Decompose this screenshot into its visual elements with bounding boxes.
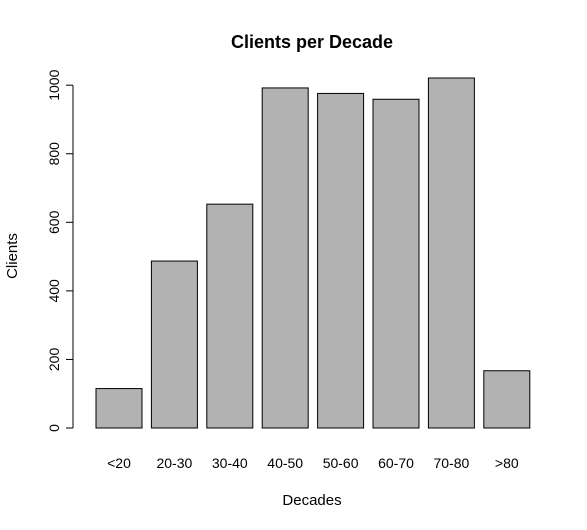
bar [427, 77, 475, 429]
y-tick-label: 0 [46, 424, 62, 432]
x-tick-labels: <20 20-30 30-40 40-50 50-60 60-70 70-80 >80 [107, 455, 519, 471]
bar [206, 203, 254, 429]
x-tick-label: 60-70 [378, 455, 414, 471]
bar [483, 370, 531, 429]
bar [372, 98, 420, 429]
bars [95, 77, 531, 429]
x-tick-label: 50-60 [323, 455, 359, 471]
y-tick-label: 800 [46, 142, 62, 166]
x-axis-label: Decades [282, 492, 341, 509]
x-tick-label: 70-80 [433, 455, 469, 471]
y-tick-label: 600 [46, 210, 62, 234]
x-tick-label: 30-40 [212, 455, 248, 471]
x-tick-label: 20-30 [156, 455, 192, 471]
x-tick-label: >80 [495, 455, 519, 471]
y-axis-label: Clients [4, 233, 21, 279]
x-tick-label: 40-50 [267, 455, 303, 471]
x-tick-label: <20 [107, 455, 131, 471]
chart-title: Clients per Decade [231, 32, 393, 52]
y-tick-label: 200 [46, 348, 62, 372]
y-tick-label: 400 [46, 279, 62, 303]
bar [317, 92, 365, 429]
y-axis: 0 200 400 600 800 1000 [46, 69, 74, 432]
bar [150, 260, 198, 429]
y-tick-label: 1000 [46, 69, 62, 100]
bar [261, 87, 309, 429]
bar [95, 388, 143, 429]
